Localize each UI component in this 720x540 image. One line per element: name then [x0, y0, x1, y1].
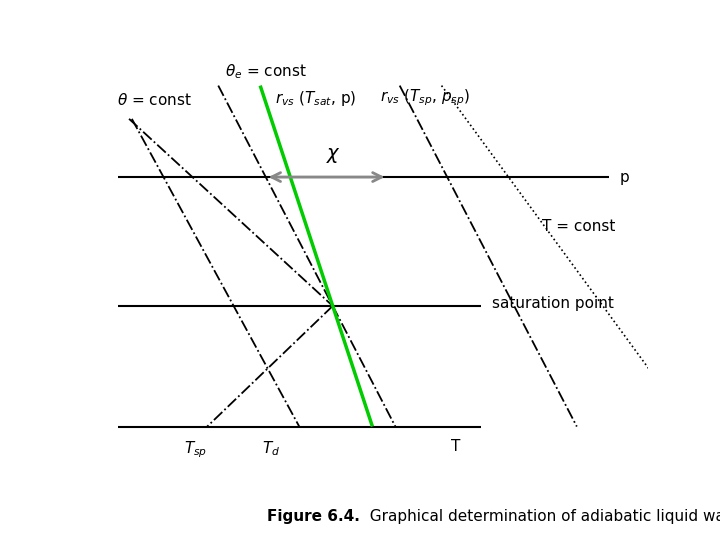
- Text: p: p: [620, 170, 630, 185]
- Text: Figure 6.4.: Figure 6.4.: [267, 509, 360, 524]
- Text: $T_d$: $T_d$: [262, 439, 280, 458]
- Text: T: T: [451, 439, 460, 454]
- Text: $\theta_e$ = const: $\theta_e$ = const: [225, 63, 307, 82]
- Text: $r_{vs}$ ($T_{sat}$, p): $r_{vs}$ ($T_{sat}$, p): [275, 90, 356, 109]
- Text: saturation point: saturation point: [492, 296, 613, 312]
- Text: Graphical determination of adiabatic liquid water content.: Graphical determination of adiabatic liq…: [360, 509, 720, 524]
- Text: $\chi$: $\chi$: [326, 146, 341, 165]
- Text: $T_{sp}$: $T_{sp}$: [184, 439, 207, 460]
- Text: T = const: T = const: [542, 219, 616, 234]
- Text: $r_{vs}$ ($T_{sp}$, $p_{sp}$): $r_{vs}$ ($T_{sp}$, $p_{sp}$): [379, 88, 470, 109]
- Text: $\theta$ = const: $\theta$ = const: [117, 92, 192, 109]
